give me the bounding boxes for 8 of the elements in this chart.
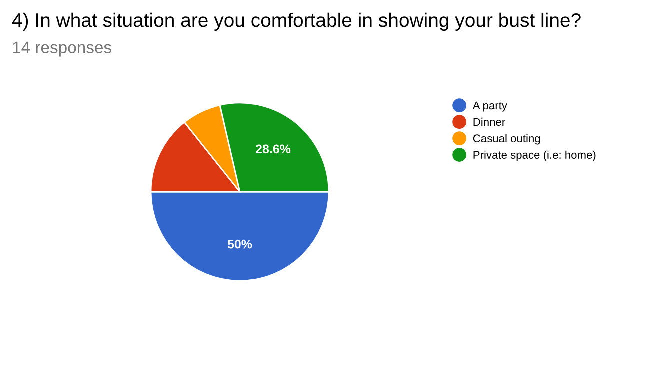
chart-title: 4) In what situation are you comfortable in showing your bust line?	[12, 12, 581, 32]
data-label: 28.6%	[256, 144, 291, 154]
data-label: 50%	[228, 240, 252, 249]
legend-label: Dinner	[474, 118, 506, 126]
legend-label: A party	[472, 102, 508, 112]
legend-label: Private space (i.e: home)	[474, 150, 596, 162]
chart-subtitle: 14 responses	[13, 42, 112, 57]
legend-label: Casual outing	[473, 134, 540, 145]
